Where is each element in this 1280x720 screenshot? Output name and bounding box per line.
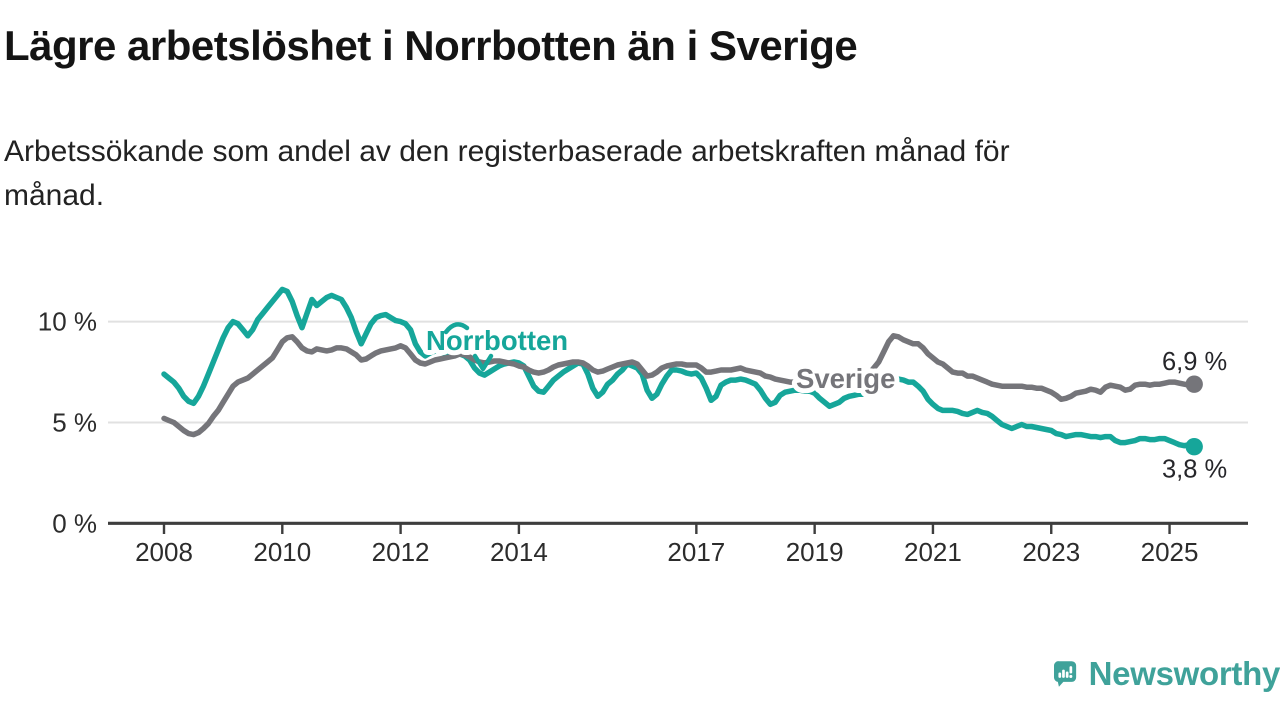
subtitle-line-1: Arbetssökande som andel av den registerb… <box>4 135 1010 168</box>
x-axis-label-2014: 2014 <box>490 537 548 567</box>
newsworthy-logo-icon <box>1054 661 1077 687</box>
newsworthy-logo-text: Newsworthy <box>1088 655 1280 692</box>
end-label-sverige: 6,9 % <box>1162 348 1227 376</box>
x-axis-label-2012: 2012 <box>372 537 430 567</box>
y-axis-label-5: 5 % <box>52 407 97 437</box>
x-axis-label-2019: 2019 <box>786 537 844 567</box>
subtitle-line-2: månad. <box>4 179 105 212</box>
series-label-norrbotten: Norrbotten <box>426 325 568 356</box>
y-axis-label-10: 10 % <box>38 307 97 337</box>
chart-subtitle: Arbetssökande som andel av den registerb… <box>4 130 1224 218</box>
x-axis-label-2008: 2008 <box>135 537 193 567</box>
x-axis-label-2017: 2017 <box>667 537 725 567</box>
x-axis-label-2021: 2021 <box>904 537 962 567</box>
x-axis-label-2025: 2025 <box>1141 537 1199 567</box>
page-title: Lägre arbetslöshet i Norrbotten än i Sve… <box>4 22 858 69</box>
series-line-norrbotten <box>161 286 1197 450</box>
newsworthy-logo: Newsworthy <box>1054 645 1280 703</box>
series-label-sverige: Sverige <box>796 363 895 394</box>
end-dot-sverige <box>1185 375 1203 393</box>
label-arrow-swoosh <box>443 322 470 335</box>
x-axis-label-2023: 2023 <box>1022 537 1080 567</box>
series-line-sverige <box>161 333 1197 438</box>
x-axis-label-2010: 2010 <box>253 537 311 567</box>
y-axis-label-0: 0 % <box>52 508 97 538</box>
label-arrow-head <box>472 353 494 372</box>
end-label-norrbotten: 3,8 % <box>1162 456 1227 484</box>
end-dot-norrbotten <box>1185 437 1203 456</box>
